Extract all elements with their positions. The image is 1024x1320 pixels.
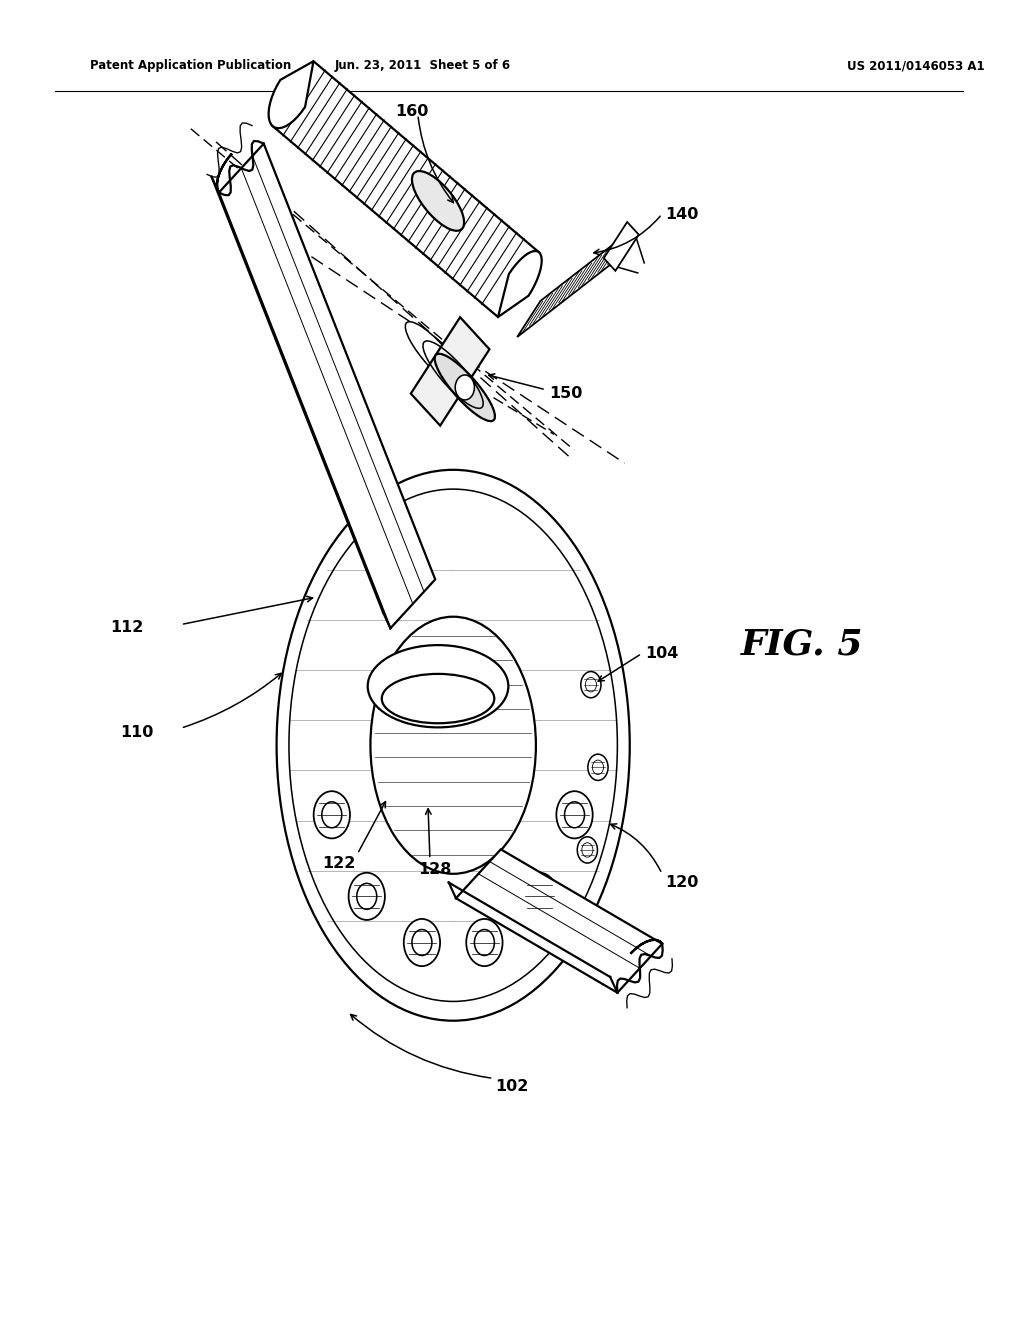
Circle shape xyxy=(456,375,474,400)
Polygon shape xyxy=(498,251,542,317)
Polygon shape xyxy=(272,61,540,317)
Ellipse shape xyxy=(276,470,630,1020)
Polygon shape xyxy=(217,153,231,193)
Circle shape xyxy=(348,873,385,920)
Circle shape xyxy=(466,919,503,966)
Text: 150: 150 xyxy=(549,387,583,401)
Polygon shape xyxy=(219,144,435,628)
Ellipse shape xyxy=(434,354,495,421)
Text: US 2011/0146053 A1: US 2011/0146053 A1 xyxy=(847,59,984,73)
Text: 112: 112 xyxy=(111,619,143,635)
Text: Patent Application Publication: Patent Application Publication xyxy=(90,59,291,73)
Circle shape xyxy=(581,672,601,698)
Text: FIG. 5: FIG. 5 xyxy=(740,627,863,661)
Circle shape xyxy=(564,801,585,828)
Text: 122: 122 xyxy=(322,855,355,871)
Text: 120: 120 xyxy=(665,875,698,891)
Polygon shape xyxy=(456,849,663,993)
Circle shape xyxy=(521,873,558,920)
Circle shape xyxy=(556,791,593,838)
Polygon shape xyxy=(517,228,633,337)
Polygon shape xyxy=(631,940,663,953)
Ellipse shape xyxy=(371,616,536,874)
Circle shape xyxy=(588,754,608,780)
Ellipse shape xyxy=(412,172,464,231)
Ellipse shape xyxy=(382,675,495,723)
Circle shape xyxy=(313,791,350,838)
Circle shape xyxy=(593,760,603,775)
Text: 110: 110 xyxy=(120,725,154,739)
Ellipse shape xyxy=(406,322,466,389)
Circle shape xyxy=(403,919,440,966)
Circle shape xyxy=(322,801,342,828)
Circle shape xyxy=(412,929,432,956)
Text: 128: 128 xyxy=(418,862,452,878)
Ellipse shape xyxy=(368,645,508,727)
Circle shape xyxy=(586,677,596,692)
Circle shape xyxy=(356,883,377,909)
Text: 160: 160 xyxy=(395,104,429,119)
Polygon shape xyxy=(604,222,639,271)
Text: Jun. 23, 2011  Sheet 5 of 6: Jun. 23, 2011 Sheet 5 of 6 xyxy=(335,59,511,73)
Polygon shape xyxy=(268,61,313,128)
Text: 140: 140 xyxy=(665,206,698,222)
Circle shape xyxy=(578,837,597,863)
Circle shape xyxy=(474,929,495,956)
Text: 102: 102 xyxy=(496,1078,529,1094)
Circle shape xyxy=(582,842,593,857)
Polygon shape xyxy=(411,317,489,425)
Circle shape xyxy=(529,883,550,909)
Text: 104: 104 xyxy=(645,645,678,661)
